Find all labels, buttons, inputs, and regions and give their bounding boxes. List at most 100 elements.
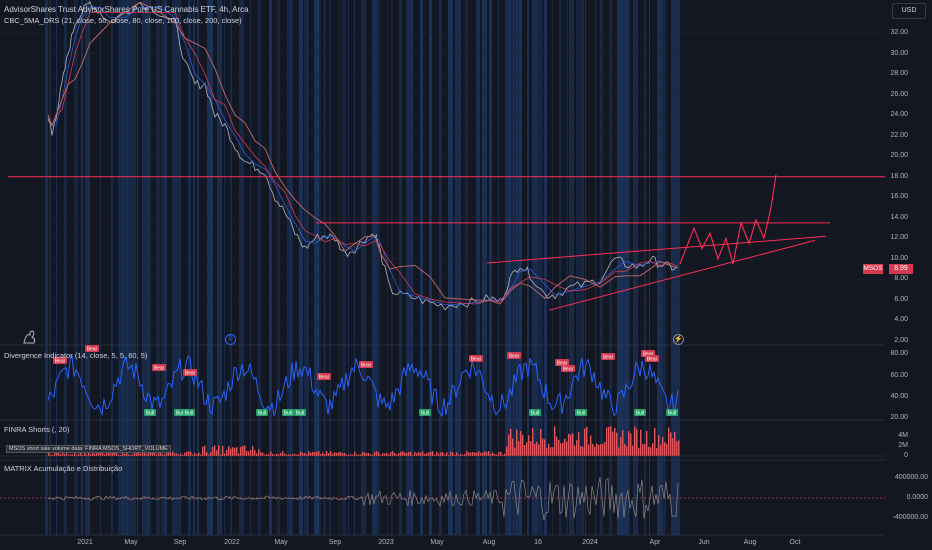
short-volume-bar: [130, 454, 132, 456]
short-volume-bar: [356, 454, 358, 456]
short-volume-bar: [542, 438, 544, 456]
short-volume-bar: [332, 453, 334, 456]
short-volume-bar: [560, 443, 562, 456]
short-volume-bar: [112, 451, 114, 456]
price-axis-tick: 22.00: [890, 131, 908, 139]
short-volume-bar: [84, 451, 86, 456]
short-volume-bar: [600, 444, 602, 456]
short-volume-bar: [76, 454, 78, 456]
short-volume-bar: [514, 447, 516, 456]
session-band: [429, 0, 432, 535]
currency-selector[interactable]: USD: [892, 3, 926, 19]
short-volume-bar: [118, 454, 120, 456]
short-volume-bar: [570, 434, 572, 456]
tradingview-logo-icon: [22, 329, 38, 345]
short-volume-bar: [366, 453, 368, 456]
session-band: [527, 0, 529, 535]
short-volume-bar: [394, 453, 396, 456]
short-volume-bar: [526, 442, 528, 456]
short-volume-bar: [612, 431, 614, 456]
session-band: [161, 0, 164, 535]
session-band: [156, 0, 160, 535]
session-band: [131, 0, 136, 535]
session-band: [269, 0, 272, 535]
short-volume-bar: [122, 451, 124, 456]
time-axis-tick: May: [124, 539, 138, 546]
short-volume-bar: [622, 430, 624, 456]
short-volume-bar: [632, 445, 634, 456]
short-volume-bar: [232, 447, 234, 456]
symbol-price-tag: MSOS: [863, 264, 883, 274]
short-volume-bar: [404, 452, 406, 456]
short-volume-bar: [352, 454, 354, 456]
price-axis-tick: 12.00: [890, 234, 908, 242]
session-band: [318, 0, 321, 535]
session-band: [172, 0, 178, 535]
short-volume-bar: [548, 443, 550, 456]
session-band: [439, 0, 442, 535]
short-volume-bar: [192, 454, 194, 456]
short-volume-bar: [486, 452, 488, 456]
short-volume-bar: [634, 426, 636, 456]
short-volume-bar: [292, 454, 294, 456]
short-volume-bar: [428, 452, 430, 456]
short-volume-bar: [330, 451, 332, 456]
short-volume-bar: [468, 452, 470, 456]
divergence-indicator-title[interactable]: Divergence Indicator (14, close, 5, 5, 6…: [4, 351, 148, 360]
short-volume-bar: [476, 452, 478, 456]
short-volume-bar: [56, 451, 58, 456]
moving-average-line: [47, 1, 679, 305]
short-volume-bar: [452, 452, 454, 456]
short-volume-bar: [152, 451, 154, 456]
short-volume-bar: [70, 454, 72, 456]
bull-signal-marker: [183, 409, 195, 416]
short-volume-bar: [168, 452, 170, 456]
short-volume-bar: [522, 434, 524, 456]
short-volume-bar: [650, 447, 652, 456]
short-volume-bar: [230, 448, 232, 456]
short-volume-bar: [360, 454, 362, 456]
session-band: [657, 0, 662, 535]
short-volume-bar: [294, 453, 296, 456]
session-band: [671, 0, 677, 535]
short-volume-bar: [530, 440, 532, 456]
bear-signal-label: Bear: [87, 347, 98, 353]
short-volume-bar: [604, 441, 606, 456]
short-volume-bar: [408, 452, 410, 456]
matrix-indicator-title[interactable]: MATRIX Acumulação e Distribuição: [4, 464, 123, 473]
short-volume-bar: [238, 453, 240, 456]
divergence-axis-tick: 20.00: [890, 414, 908, 421]
short-volume-bar: [280, 452, 282, 456]
short-volume-bar: [314, 452, 316, 456]
short-volume-bar: [670, 432, 672, 456]
short-volume-bar: [398, 453, 400, 456]
session-band: [569, 0, 574, 535]
short-volume-bar: [498, 452, 500, 456]
short-volume-bar: [242, 445, 244, 456]
session-band: [56, 0, 57, 535]
bear-signal-label: Bear: [361, 363, 372, 369]
short-volume-bar: [64, 454, 66, 456]
short-volume-bar: [78, 453, 80, 456]
short-volume-bar: [114, 452, 116, 456]
short-volume-bar: [290, 454, 292, 456]
ma-indicator-legend[interactable]: CBC_5MA_DRS (21, close, 50, close, 80, c…: [4, 16, 242, 25]
dividend-marker[interactable]: D: [225, 334, 236, 345]
session-band: [391, 0, 393, 535]
short-volume-bar: [224, 453, 226, 456]
earnings-lightning-icon[interactable]: ⚡: [673, 334, 684, 345]
short-volume-bar: [368, 452, 370, 456]
matrix-line: [47, 477, 679, 520]
session-band: [476, 0, 480, 535]
bear-signal-label: Bear: [509, 354, 520, 360]
short-volume-bar: [430, 451, 432, 456]
finra-shorts-title[interactable]: FINRA Shorts (, 20): [4, 425, 70, 434]
short-volume-bar: [350, 454, 352, 456]
session-band: [406, 0, 412, 535]
short-volume-bar: [234, 447, 236, 456]
session-band: [585, 0, 586, 535]
short-volume-bar: [170, 452, 172, 456]
session-band: [339, 0, 340, 535]
short-volume-bar: [440, 452, 442, 456]
